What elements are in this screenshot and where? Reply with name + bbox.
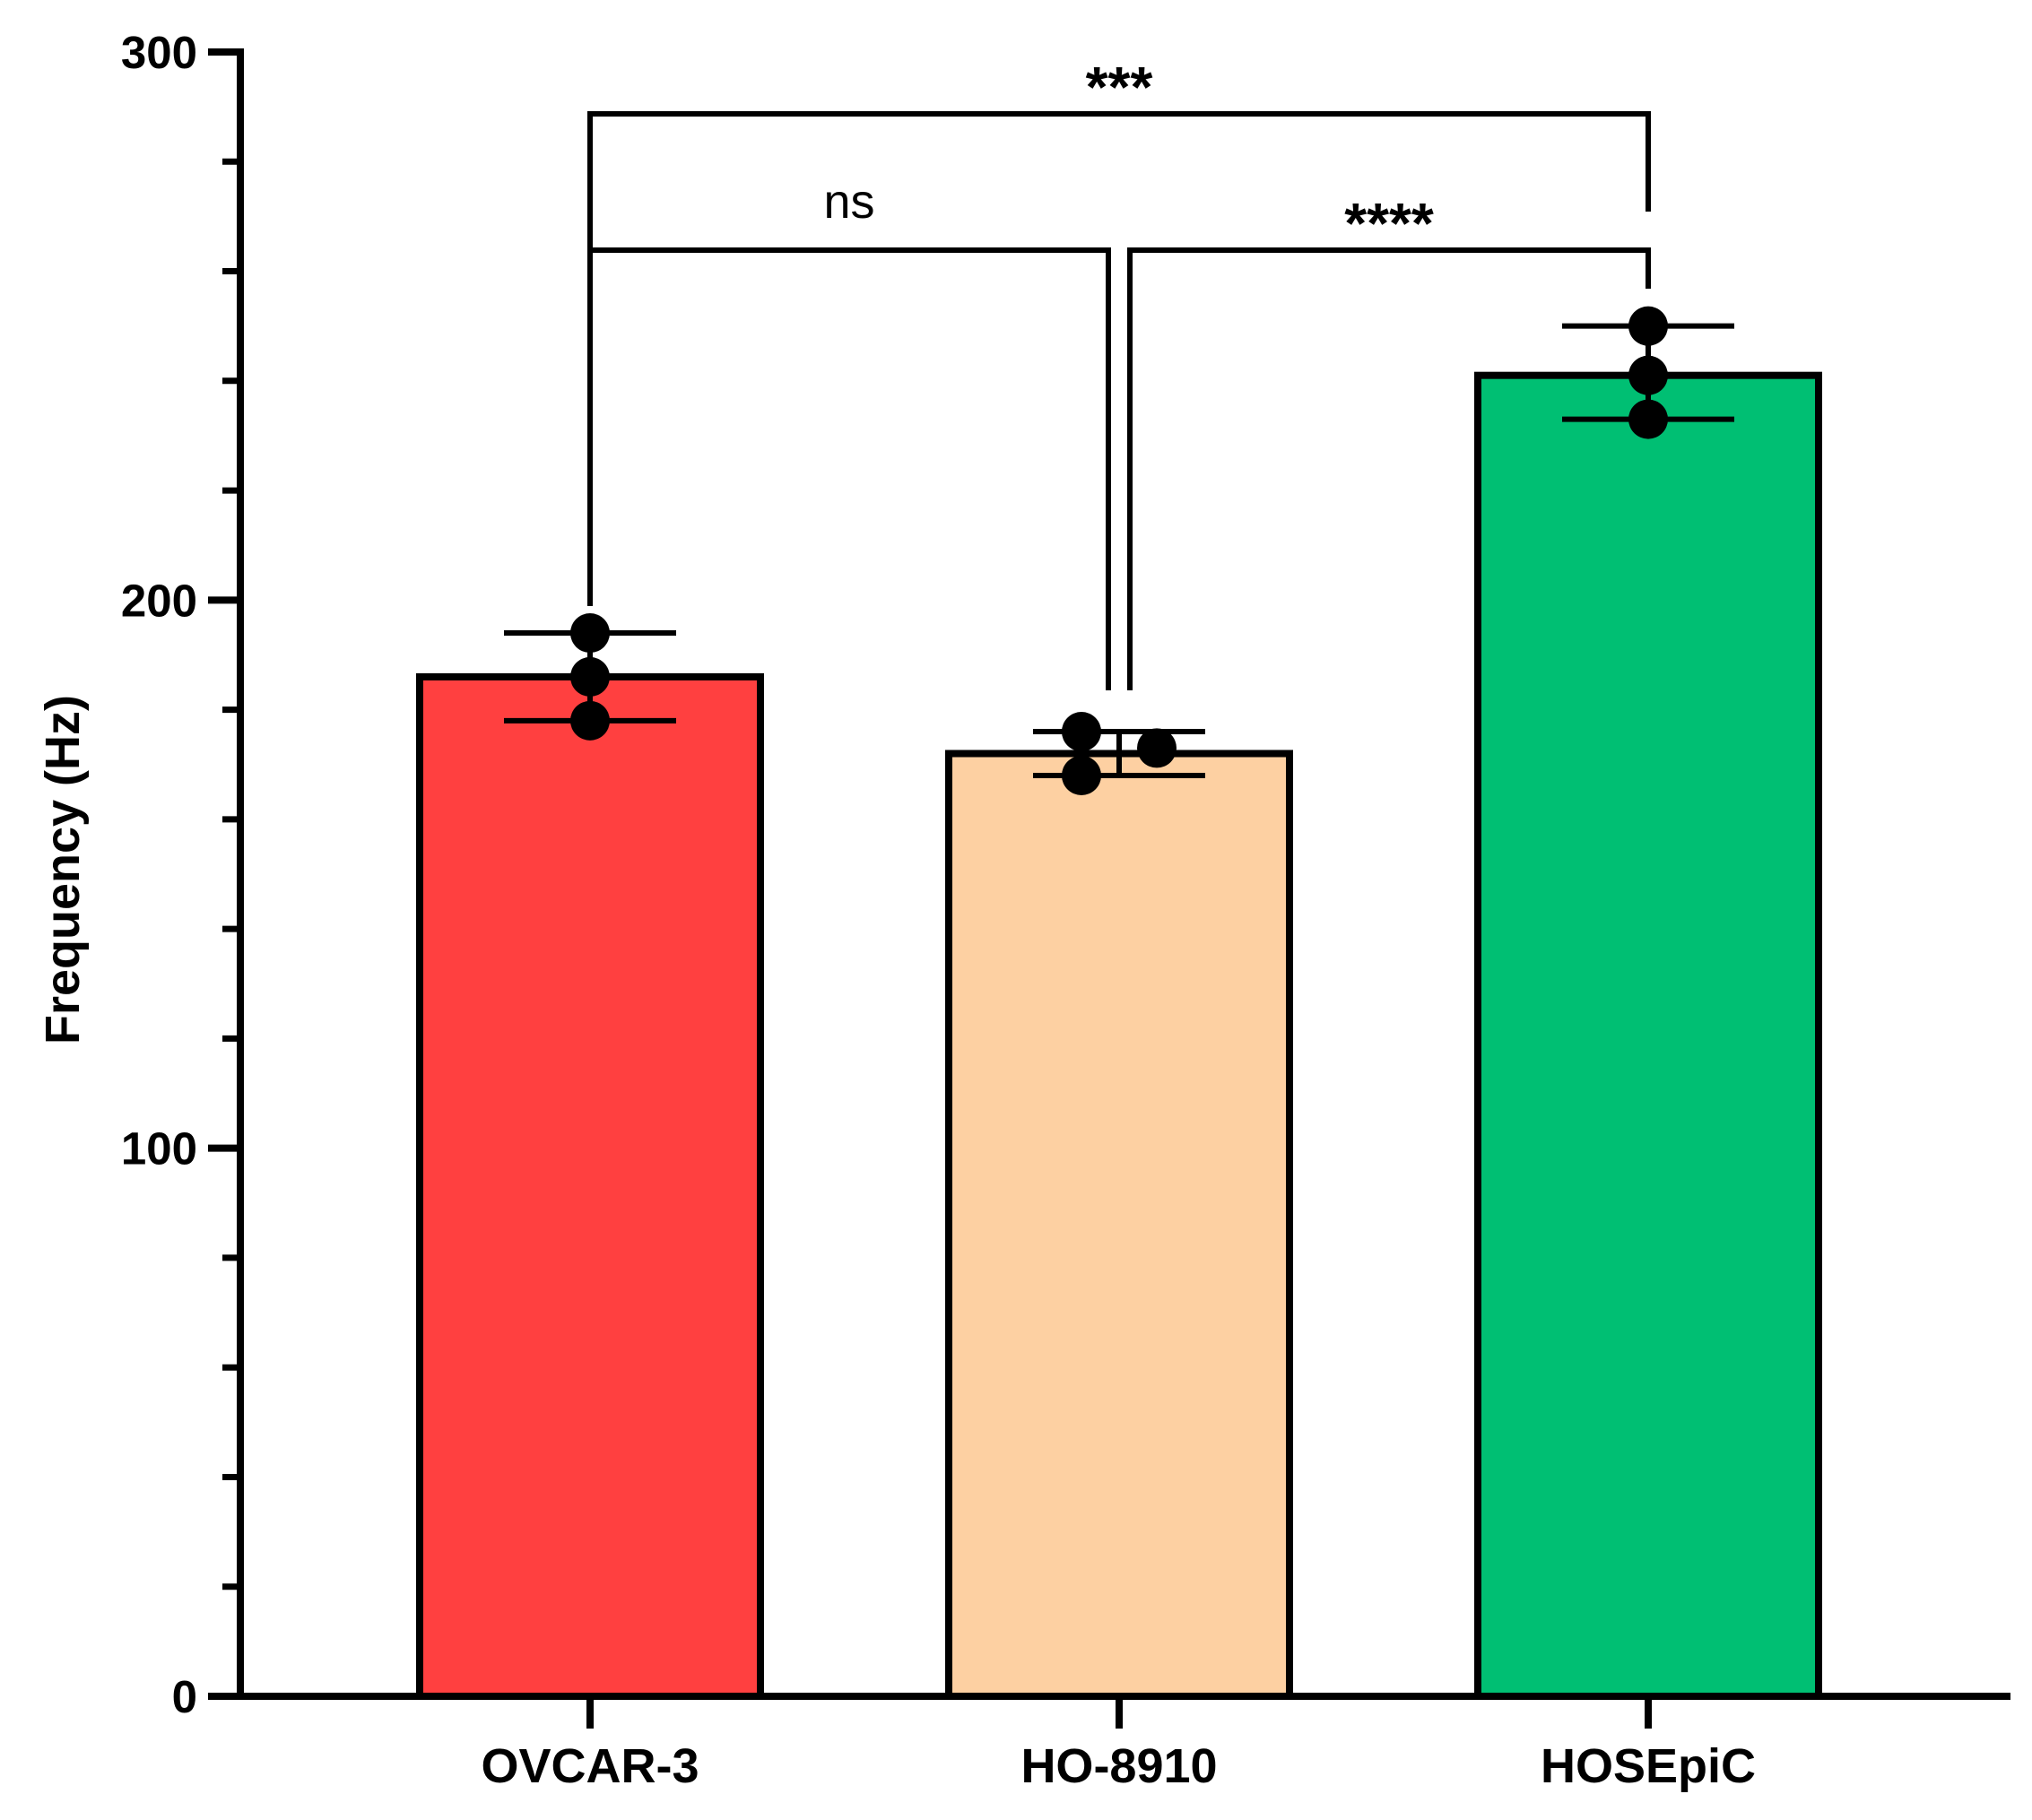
- x-tick-label: HO-8910: [1020, 1739, 1217, 1793]
- y-tick-label: 300: [121, 27, 197, 78]
- tick-labels: 0 100 200 300 OVCAR-3 HO-8910 HOSEpiC: [121, 27, 1756, 1793]
- y-tick-label: 200: [121, 575, 197, 626]
- y-tick-label: 100: [121, 1123, 197, 1174]
- significance-label: ****: [1344, 191, 1434, 256]
- significance-label: ***: [1086, 55, 1153, 119]
- data-points: [570, 306, 1668, 795]
- y-tick-label: 0: [172, 1671, 197, 1722]
- bars: [416, 371, 1822, 1701]
- data-point: [1628, 399, 1668, 439]
- significance-bracket: [1127, 247, 1651, 690]
- significance-label: ns: [823, 175, 874, 229]
- x-tick-label: OVCAR-3: [481, 1739, 699, 1793]
- bar-hosepic: [1474, 371, 1822, 1701]
- data-point: [1137, 728, 1177, 768]
- y-axis-title: Frequency (Hz): [36, 695, 90, 1044]
- bar-ovcar-3: [416, 672, 764, 1700]
- significance-brackets: *** ns ****: [587, 55, 1651, 690]
- data-point: [570, 613, 610, 654]
- data-point: [570, 656, 610, 697]
- x-tick-label: HOSEpiC: [1541, 1739, 1756, 1793]
- data-point: [1062, 712, 1101, 752]
- data-point: [1628, 355, 1668, 395]
- significance-bracket: [587, 247, 1111, 690]
- data-point: [570, 700, 610, 741]
- bar-ho-8910: [945, 750, 1293, 1700]
- data-point: [1062, 755, 1101, 795]
- data-point: [1628, 306, 1668, 346]
